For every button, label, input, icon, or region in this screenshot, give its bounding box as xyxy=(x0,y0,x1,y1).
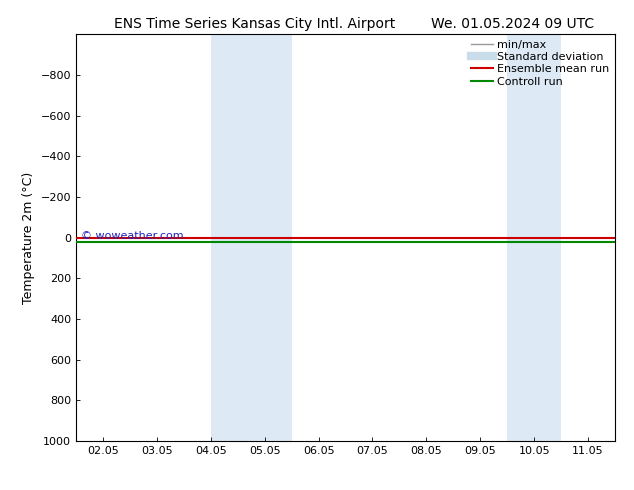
Text: We. 01.05.2024 09 UTC: We. 01.05.2024 09 UTC xyxy=(431,17,594,31)
Bar xyxy=(507,34,534,441)
Legend: min/max, Standard deviation, Ensemble mean run, Controll run: min/max, Standard deviation, Ensemble me… xyxy=(470,40,609,87)
Text: © woweather.com: © woweather.com xyxy=(81,231,184,241)
Bar xyxy=(534,34,561,441)
Y-axis label: Temperature 2m (°C): Temperature 2m (°C) xyxy=(22,172,35,304)
Bar xyxy=(238,34,265,441)
Bar xyxy=(265,34,292,441)
Text: ENS Time Series Kansas City Intl. Airport: ENS Time Series Kansas City Intl. Airpor… xyxy=(114,17,396,31)
Bar xyxy=(210,34,238,441)
